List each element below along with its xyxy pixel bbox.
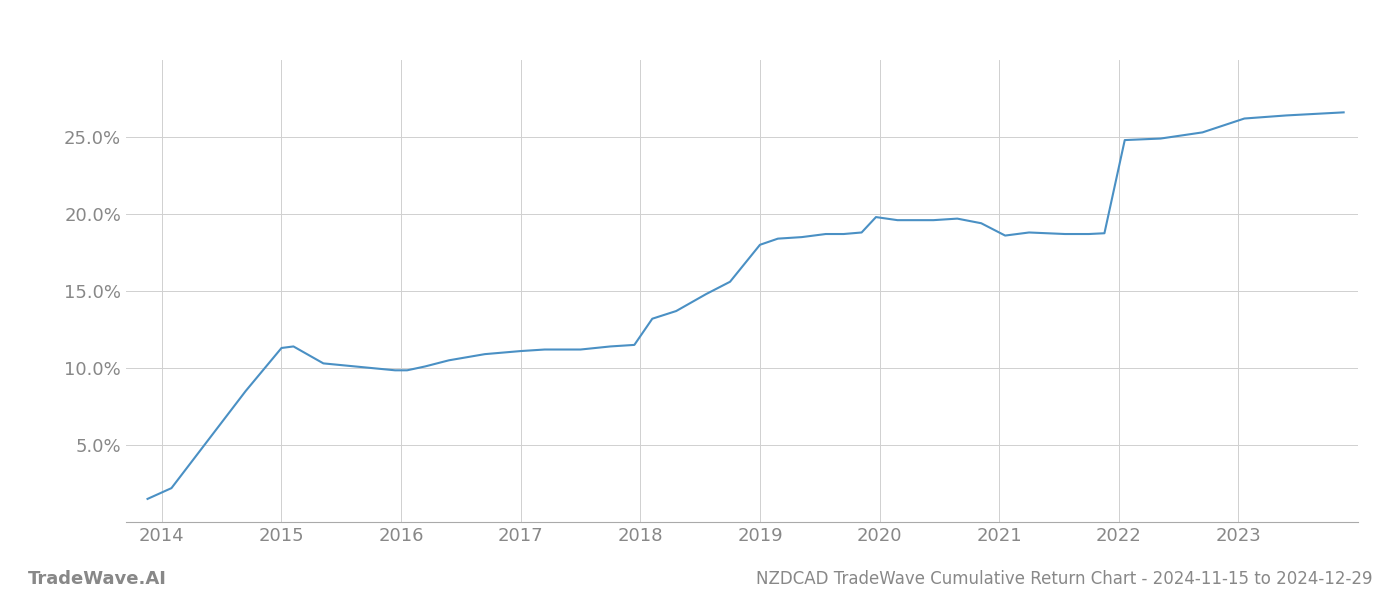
Text: TradeWave.AI: TradeWave.AI (28, 570, 167, 588)
Text: NZDCAD TradeWave Cumulative Return Chart - 2024-11-15 to 2024-12-29: NZDCAD TradeWave Cumulative Return Chart… (756, 570, 1372, 588)
